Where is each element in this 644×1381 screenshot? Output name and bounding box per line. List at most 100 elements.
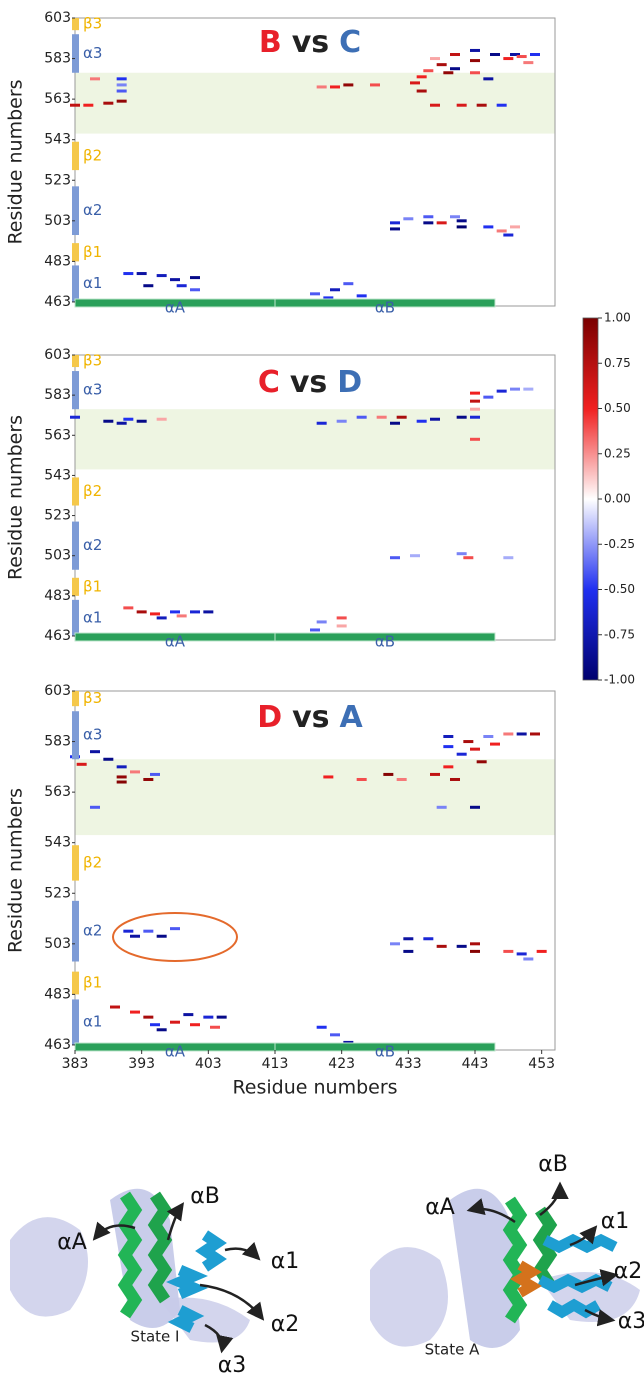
segment-bar — [72, 577, 79, 596]
highlight-band — [75, 409, 555, 470]
colorbar-tick-label: 0.25 — [604, 446, 631, 460]
y-axis-title: Residue numbers — [5, 788, 27, 953]
segment-label: α1 — [83, 608, 102, 626]
heat-cell — [390, 942, 400, 946]
segment-bar — [72, 34, 79, 73]
title-part: vs — [290, 365, 327, 400]
segment-bar — [72, 691, 79, 707]
heat-cell — [510, 53, 520, 57]
y-tick-label: 523 — [44, 172, 71, 188]
segment-label: β2 — [83, 853, 102, 871]
heat-cell — [470, 71, 480, 75]
heat-cell — [450, 777, 460, 781]
heat-cell — [323, 775, 334, 779]
segment-bar — [274, 298, 496, 308]
segment-bar — [72, 999, 79, 1045]
title-part: C — [258, 365, 280, 400]
segment-bar — [72, 521, 79, 570]
heat-cell — [170, 610, 180, 614]
structure-label: αB — [190, 1184, 220, 1209]
heat-cell — [483, 77, 494, 81]
heat-cell — [536, 949, 547, 953]
y-tick-label: 483 — [44, 986, 71, 1002]
heat-cell — [450, 67, 460, 71]
heat-cell — [470, 437, 480, 441]
heat-cell — [136, 272, 147, 276]
heat-cell — [103, 419, 114, 423]
heat-cell — [463, 740, 474, 744]
segment-bar — [72, 711, 79, 760]
x-axis-title: Residue numbers — [232, 1077, 397, 1099]
heat-cell — [490, 742, 500, 746]
heat-cell — [450, 215, 460, 219]
y-tick-label: 583 — [44, 51, 71, 67]
heat-cell — [390, 227, 400, 231]
heat-cell — [496, 229, 507, 233]
heat-cell — [170, 927, 180, 931]
y-tick-label: 563 — [44, 784, 71, 800]
heat-cell — [356, 777, 367, 781]
y-tick-label: 483 — [44, 253, 71, 269]
heat-cell — [103, 101, 114, 105]
y-tick-label: 463 — [44, 628, 71, 644]
heat-cell — [516, 732, 527, 736]
heat-cell — [463, 556, 474, 560]
structure-caption: State I — [131, 1328, 180, 1346]
heat-cell — [136, 419, 147, 423]
colorbar: 1.00 0.75 0.50 0.25 0.00 -0.25 -0.50 -0.75 -1.00 — [582, 311, 635, 687]
y-tick-label: 563 — [44, 427, 71, 443]
y-tick-label: 543 — [44, 835, 71, 851]
heat-cell — [190, 1023, 200, 1027]
colorbar-gradient — [582, 317, 599, 681]
heat-cell — [336, 616, 347, 620]
structure-label: α1 — [601, 1209, 630, 1234]
heat-cell — [456, 225, 467, 229]
heat-cell — [496, 103, 507, 107]
heat-cell — [503, 949, 514, 953]
heat-cell — [410, 554, 420, 558]
heat-cell — [470, 399, 480, 403]
y-axis-title: Residue numbers — [5, 79, 27, 244]
highlight-band — [75, 72, 555, 134]
heat-cell — [456, 552, 467, 556]
colorbar-tick-label: -0.50 — [604, 582, 635, 596]
heat-cell — [476, 760, 487, 764]
title-part: vs — [292, 25, 329, 60]
heat-cell — [170, 278, 180, 282]
segment-label: αB — [375, 299, 395, 317]
segment-label: β1 — [83, 243, 102, 261]
y-tick-label: 463 — [44, 1037, 71, 1053]
heat-cell — [503, 556, 514, 560]
heat-cell — [123, 606, 134, 610]
heat-cell — [116, 421, 127, 425]
title-part: C — [339, 25, 361, 60]
heat-cell — [470, 942, 480, 946]
heat-cell — [90, 805, 100, 809]
segment-label: β3 — [83, 15, 102, 33]
heat-cell — [336, 624, 347, 628]
title-part: B — [259, 25, 282, 60]
x-tick-label: 433 — [395, 1056, 422, 1072]
structure-label: αA — [57, 1230, 87, 1255]
heat-cell — [436, 805, 447, 809]
heat-cell — [150, 612, 160, 616]
heat-cell — [470, 949, 480, 953]
heat-cell — [530, 53, 540, 57]
segment-label: α1 — [83, 1013, 102, 1031]
heat-cell — [523, 957, 534, 961]
annotation-ellipse — [112, 912, 238, 962]
heat-cell — [430, 103, 440, 107]
heat-cell — [496, 389, 507, 393]
y-tick-label: 563 — [44, 91, 71, 107]
heat-cell — [210, 1025, 220, 1029]
heat-cell — [423, 221, 434, 225]
title-part: D — [337, 365, 362, 400]
segment-bar — [72, 599, 79, 636]
x-tick-label: 393 — [128, 1056, 155, 1072]
segment-label: α2 — [83, 536, 102, 554]
segment-label: β2 — [83, 146, 102, 164]
colorbar-tick-label: -0.25 — [604, 537, 635, 551]
heat-cell — [143, 1015, 154, 1019]
heat-cell — [376, 415, 387, 419]
